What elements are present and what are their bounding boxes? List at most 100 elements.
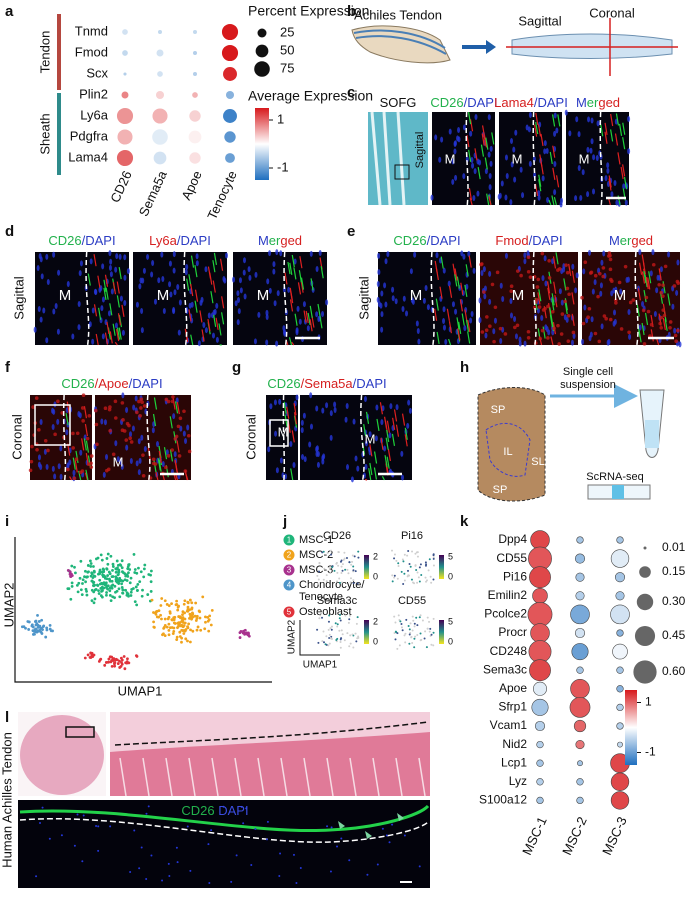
cell-dot (397, 562, 400, 565)
fiber (201, 329, 205, 342)
fiber (548, 199, 552, 206)
cell-dot (322, 578, 325, 581)
legend-swatch (283, 534, 295, 546)
fmod-signal (178, 416, 183, 421)
nucleus (65, 429, 69, 436)
fiber (294, 313, 298, 326)
cell-dot (203, 627, 207, 631)
nucleus (451, 158, 455, 165)
nucleus (678, 341, 682, 348)
fmod-signal (597, 339, 602, 344)
cell-dot (77, 581, 81, 585)
nucleus (653, 310, 657, 317)
cell-dot (401, 558, 404, 561)
nucleus (326, 825, 329, 828)
nucleus (230, 880, 233, 883)
nucleus (384, 301, 388, 308)
nucleus (626, 276, 630, 283)
fiber (538, 179, 542, 192)
dot (616, 722, 624, 730)
cell-dot (113, 661, 116, 665)
nucleus (553, 189, 557, 196)
text-part: M (258, 233, 269, 248)
cell-dot (140, 594, 144, 598)
colorbar-label: 2 (373, 551, 378, 561)
cell-dot (351, 554, 354, 557)
gene-label: Lyz (509, 774, 527, 788)
nucleus (306, 325, 310, 332)
cell-dot (114, 570, 118, 574)
gene-label: Nid2 (502, 737, 527, 751)
fiber (116, 328, 120, 342)
cell-dot (117, 587, 121, 591)
fiber (554, 295, 558, 308)
panel-label: d (5, 223, 14, 240)
cell-dot (105, 567, 109, 571)
fmod-signal (526, 255, 531, 260)
cell-dot (150, 598, 154, 602)
cell-dot (191, 612, 195, 616)
legend-label: Tenocyte (299, 591, 343, 603)
cell-dot (242, 631, 246, 635)
nucleus (444, 339, 448, 346)
fmod-signal (601, 274, 605, 279)
nucleus (500, 180, 504, 187)
cell-dot (136, 583, 140, 586)
fmod-signal (528, 275, 533, 279)
cell-dot (100, 558, 104, 562)
cell-dot (356, 616, 359, 619)
nucleus (274, 430, 278, 437)
nucleus (344, 416, 348, 423)
nucleus (456, 135, 460, 142)
fiber (212, 280, 216, 293)
nucleus (483, 293, 487, 300)
nucleus (505, 172, 509, 179)
nucleus (298, 318, 302, 325)
cell-dot (89, 559, 92, 563)
nucleus (551, 258, 555, 265)
fiber (87, 455, 91, 468)
cell-dot (411, 629, 414, 632)
region-label: SP (491, 404, 506, 416)
fmod-signal (93, 408, 98, 413)
fiber (363, 424, 367, 437)
fmod-signal (170, 448, 174, 452)
fmod-signal (139, 406, 143, 410)
cell-dot (336, 571, 339, 574)
cell-dot (34, 623, 38, 627)
cell-dot (432, 644, 435, 647)
cell-dot (175, 599, 179, 603)
nucleus (465, 283, 469, 290)
colorbar-label: 5 (448, 616, 453, 626)
nucleus (138, 867, 141, 870)
fiber (535, 112, 539, 125)
cell-dot (106, 552, 110, 556)
cell-dot (196, 625, 200, 629)
nucleus (329, 434, 333, 441)
fiber (484, 157, 488, 170)
text-part: CD26 (181, 803, 214, 818)
figure-text: Achiles Tendon (354, 7, 442, 22)
cell-dot (338, 577, 341, 580)
nucleus (279, 250, 283, 257)
fiber (468, 149, 472, 162)
nucleus (415, 320, 419, 327)
cell-dot (238, 631, 242, 635)
size-key-label: 0.15 (662, 564, 685, 578)
nucleus (564, 109, 568, 116)
cell-dot (190, 607, 194, 611)
cell-dot (430, 633, 433, 636)
cell-dot (316, 574, 319, 577)
nucleus (101, 296, 105, 303)
size-key-label: 25 (280, 24, 294, 39)
nucleus (153, 298, 157, 305)
fmod-signal (581, 321, 586, 326)
fiber (387, 448, 391, 462)
cell-label: Tenocyte (204, 168, 240, 222)
fmod-signal (35, 447, 39, 452)
nucleus (383, 282, 387, 289)
fmod-signal (526, 329, 531, 334)
region-outline (485, 422, 531, 477)
fiber (480, 144, 485, 157)
cell-dot (426, 627, 429, 630)
